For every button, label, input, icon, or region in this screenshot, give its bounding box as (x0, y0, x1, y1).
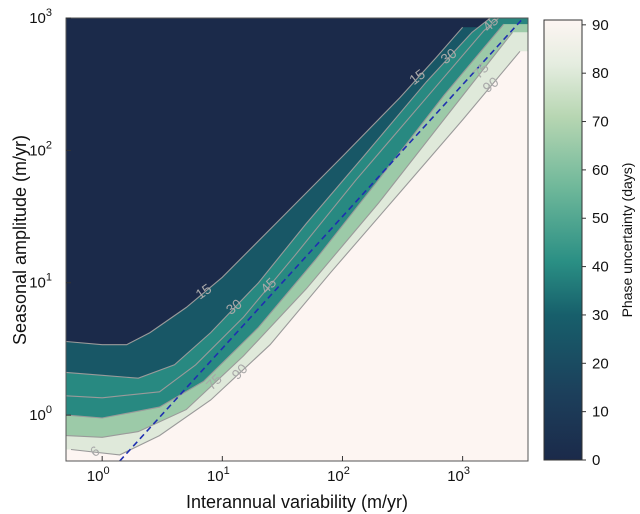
contour-line-90 (70, 50, 521, 456)
colorbar-ticks: 0 10 20 30 40 50 60 70 80 90 (582, 17, 609, 469)
plot-frame (65, 17, 529, 462)
y-tick-exponent-0: 0 (46, 404, 52, 416)
contour-lines (66, 18, 521, 456)
colorbar-tick-label-2: 20 (592, 355, 609, 372)
contour-line-45 (66, 18, 500, 399)
colorbar-tick-label-9: 90 (592, 17, 609, 34)
x-tick-exponent-2: 2 (344, 465, 350, 477)
colorbar-tick-label-8: 80 (592, 65, 609, 82)
colorbar-tick-label-1: 10 (592, 404, 609, 421)
y-tick-exponent-2: 2 (46, 139, 52, 151)
saturated-region (66, 51, 528, 461)
contour-line-15 (66, 26, 464, 346)
x-tick-label-3: 103 (447, 465, 470, 485)
colorbar-tick-label-5: 50 (592, 210, 609, 227)
y-tick-exponent-3: 3 (46, 7, 52, 19)
x-axis-label: Interannual variability (m/yr) (186, 492, 408, 512)
colorbar-tick-label-7: 70 (592, 114, 609, 131)
contour-line-60 (66, 23, 505, 419)
colorbar-tick-label-0: 0 (592, 452, 600, 469)
y-axis-label: Seasonal amplitude (m/yr) (10, 135, 30, 345)
colorbar-label: Phase uncertainty (days) (619, 163, 635, 318)
x-tick-label-2: 102 (327, 465, 350, 485)
x-tick-exponent-1: 1 (224, 465, 230, 477)
x-tick-label-0: 100 (87, 465, 110, 485)
colorbar: 0 10 20 30 40 50 60 70 80 90 Phase uncertainty (d… (543, 17, 635, 469)
y-tick-label-0: 100 (29, 404, 52, 424)
colorbar-tick-label-3: 30 (592, 307, 609, 324)
x-tick-label-1: 101 (207, 465, 230, 485)
x-tick-exponent-0: 0 (103, 465, 109, 477)
contour-line-75 (66, 31, 513, 438)
y-tick-exponent-1: 1 (46, 272, 52, 284)
colorbar-tick-label-6: 60 (592, 162, 609, 179)
contour-line-30 (66, 18, 491, 379)
colorbar-gradient (543, 19, 583, 461)
x-tick-exponent-3: 3 (464, 465, 470, 477)
y-tick-label-3: 103 (29, 7, 52, 27)
y-tick-label-2: 102 (29, 139, 52, 159)
x-axis-ticks: 100 101 102 103 (87, 456, 470, 485)
colorbar-tick-label-4: 40 (592, 259, 609, 276)
y-tick-label-1: 101 (29, 272, 52, 292)
